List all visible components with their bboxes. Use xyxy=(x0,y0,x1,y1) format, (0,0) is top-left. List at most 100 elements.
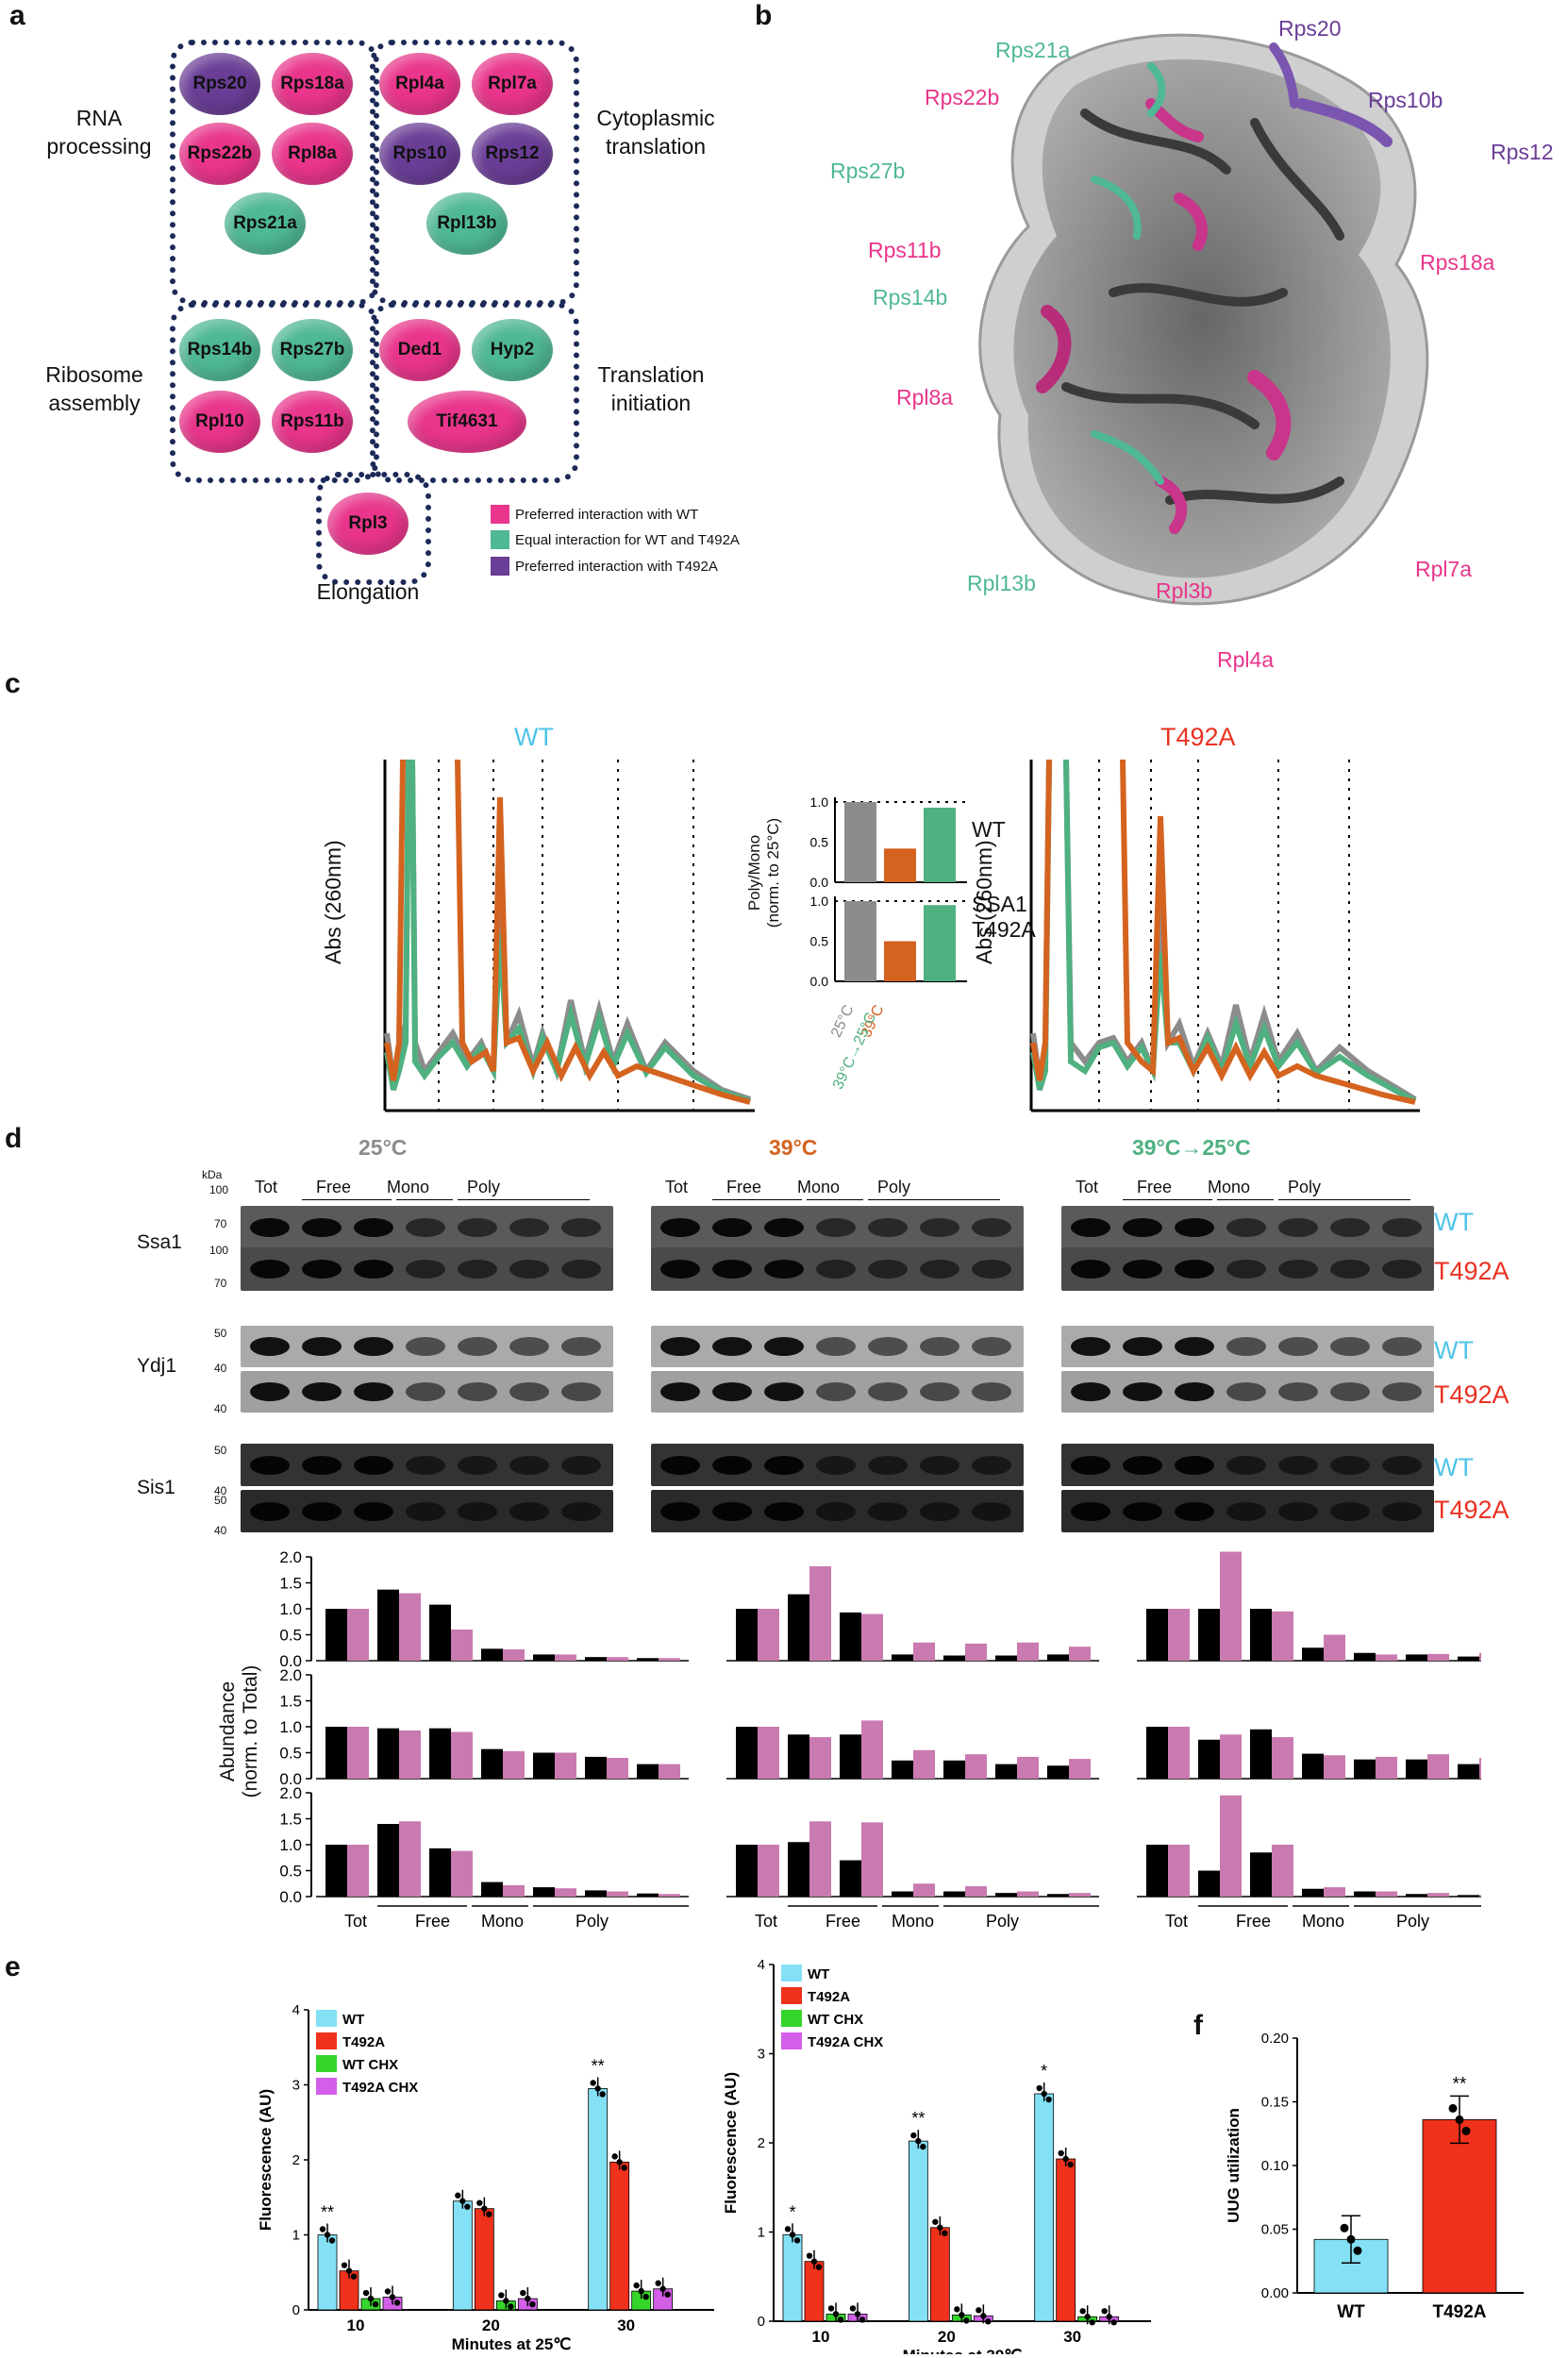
abundance-bar-wt xyxy=(1302,1753,1324,1779)
protein-band xyxy=(816,1337,856,1356)
fl-legend-label: WT CHX xyxy=(808,2012,863,2028)
abundance-xtick: Free xyxy=(826,1912,860,1931)
abundance-bar-t492a xyxy=(503,1648,525,1661)
uug-ytick: 0.20 xyxy=(1261,2031,1289,2047)
blot-label-sis1: Sis1 xyxy=(137,1477,175,1498)
fl-data-point xyxy=(837,2316,844,2323)
protein-band xyxy=(712,1260,752,1279)
protein-band xyxy=(458,1337,497,1356)
structure-label-rps21a: Rps21a xyxy=(995,38,1071,62)
fl-bar-wt xyxy=(588,2088,609,2311)
kda-40: 40 xyxy=(214,1402,227,1415)
abundance-bar-t492a xyxy=(861,1822,883,1897)
fl-data-point xyxy=(525,2295,531,2302)
protein-band xyxy=(458,1382,497,1401)
abundance-bar-t492a xyxy=(1427,1754,1449,1779)
fl-bar-wt xyxy=(452,2200,473,2311)
protein-band xyxy=(1278,1455,1318,1475)
inset-bar xyxy=(924,807,956,882)
abundance-bar-t492a xyxy=(1324,1887,1345,1897)
protein-band xyxy=(660,1382,700,1401)
abundance-bar-t492a xyxy=(1324,1755,1345,1779)
abundance-bar-wt xyxy=(429,1604,451,1661)
lane-header-free: Free xyxy=(316,1178,352,1196)
fl-legend-swatch xyxy=(316,2078,337,2095)
kda-header: kDa xyxy=(202,1168,223,1181)
structure-label-rpl7a: Rpl7a xyxy=(1415,557,1473,581)
fl-data-point xyxy=(638,2287,644,2295)
fl-legend-label: T492A CHX xyxy=(342,2080,418,2096)
abundance-bar-t492a xyxy=(861,1720,883,1779)
structure-label-rps12: Rps12 xyxy=(1491,140,1554,164)
fl-data-point xyxy=(849,2305,857,2312)
abundance-ytick: 0.0 xyxy=(279,1888,302,1906)
abundance-bar-wt xyxy=(840,1612,861,1661)
inset-ytick: 0.5 xyxy=(810,835,829,850)
protein-band xyxy=(816,1218,856,1237)
group-label-elongation: Elongation xyxy=(316,579,420,604)
polysome-profile-wt xyxy=(383,760,755,1112)
protein-band xyxy=(868,1218,908,1237)
abundance-bar-wt xyxy=(995,1655,1017,1661)
western-blot-strip xyxy=(1061,1444,1434,1486)
abundance-ytick: 2.0 xyxy=(279,1784,302,1802)
uug-ytick: 0.05 xyxy=(1261,2222,1289,2238)
protein-band xyxy=(1175,1260,1214,1279)
protein-band xyxy=(972,1455,1011,1475)
abundance-bar-wt xyxy=(1250,1729,1272,1779)
protein-band xyxy=(1175,1501,1214,1521)
fl-bar-wt xyxy=(317,2234,338,2311)
western-blot-strip xyxy=(651,1247,1024,1291)
abundance-bar-t492a xyxy=(347,1609,369,1661)
protein-band xyxy=(406,1260,445,1279)
abundance-bar-wt xyxy=(325,1845,347,1897)
abundance-bar-t492a xyxy=(659,1764,680,1779)
lane-header-tot: Tot xyxy=(255,1178,278,1196)
fl-data-point xyxy=(503,2298,509,2304)
protein-band xyxy=(561,1337,601,1356)
fl-legend-label: T492A CHX xyxy=(808,2034,883,2050)
fl-data-point xyxy=(832,2311,840,2317)
western-blot-strip xyxy=(241,1490,613,1532)
abundance-xtick: Mono xyxy=(892,1912,934,1931)
fl-legend-swatch xyxy=(316,2010,337,2027)
protein-band xyxy=(1226,1455,1266,1475)
structure-label-rps22b: Rps22b xyxy=(925,85,1000,109)
abundance-bar-wt xyxy=(1047,1894,1069,1897)
protein-band xyxy=(561,1382,601,1401)
abundance-bar-wt xyxy=(377,1589,399,1661)
structure-label-rpl3b: Rpl3b xyxy=(1156,578,1213,603)
abundance-bar-t492a xyxy=(1427,1653,1449,1661)
fl-significance: * xyxy=(1041,2062,1047,2081)
abundance-bar-charts: 2.01.51.00.50.02.01.51.00.50.02.01.51.00… xyxy=(279,1548,1481,1931)
abundance-bar-wt xyxy=(325,1609,347,1661)
bubble-rpl8a: Rpl8a xyxy=(272,123,353,185)
protein-band xyxy=(1071,1218,1110,1237)
protein-band xyxy=(868,1260,908,1279)
lane-bracket xyxy=(302,1199,392,1200)
protein-band xyxy=(1382,1260,1422,1279)
protein-band xyxy=(302,1382,342,1401)
structure-label-rps18a: Rps18a xyxy=(1420,250,1495,275)
abundance-bar-wt xyxy=(637,1658,659,1661)
abundance-bar-t492a xyxy=(1220,1795,1242,1897)
legend-swatch-pink xyxy=(491,505,509,524)
blot-label-ydj1: Ydj1 xyxy=(137,1355,177,1377)
abundance-bar-wt xyxy=(1354,1891,1376,1897)
fl-data-point xyxy=(508,2303,514,2310)
legend-label: Equal interaction for WT and T492A xyxy=(515,531,740,548)
abundance-bar-t492a xyxy=(965,1886,987,1897)
protein-band xyxy=(406,1337,445,1356)
western-blot-strip xyxy=(1061,1206,1434,1249)
abundance-bar-t492a xyxy=(451,1731,473,1779)
protein-band xyxy=(509,1218,549,1237)
protein-band xyxy=(920,1260,959,1279)
protein-band xyxy=(1278,1382,1318,1401)
protein-band xyxy=(972,1260,1011,1279)
fl-data-point xyxy=(985,2318,992,2325)
kda-70: 70 xyxy=(214,1277,227,1290)
fl-legend-swatch xyxy=(781,2010,802,2027)
abundance-bar-wt xyxy=(1047,1765,1069,1779)
protein-band xyxy=(1123,1501,1162,1521)
protein-band xyxy=(1382,1455,1422,1475)
